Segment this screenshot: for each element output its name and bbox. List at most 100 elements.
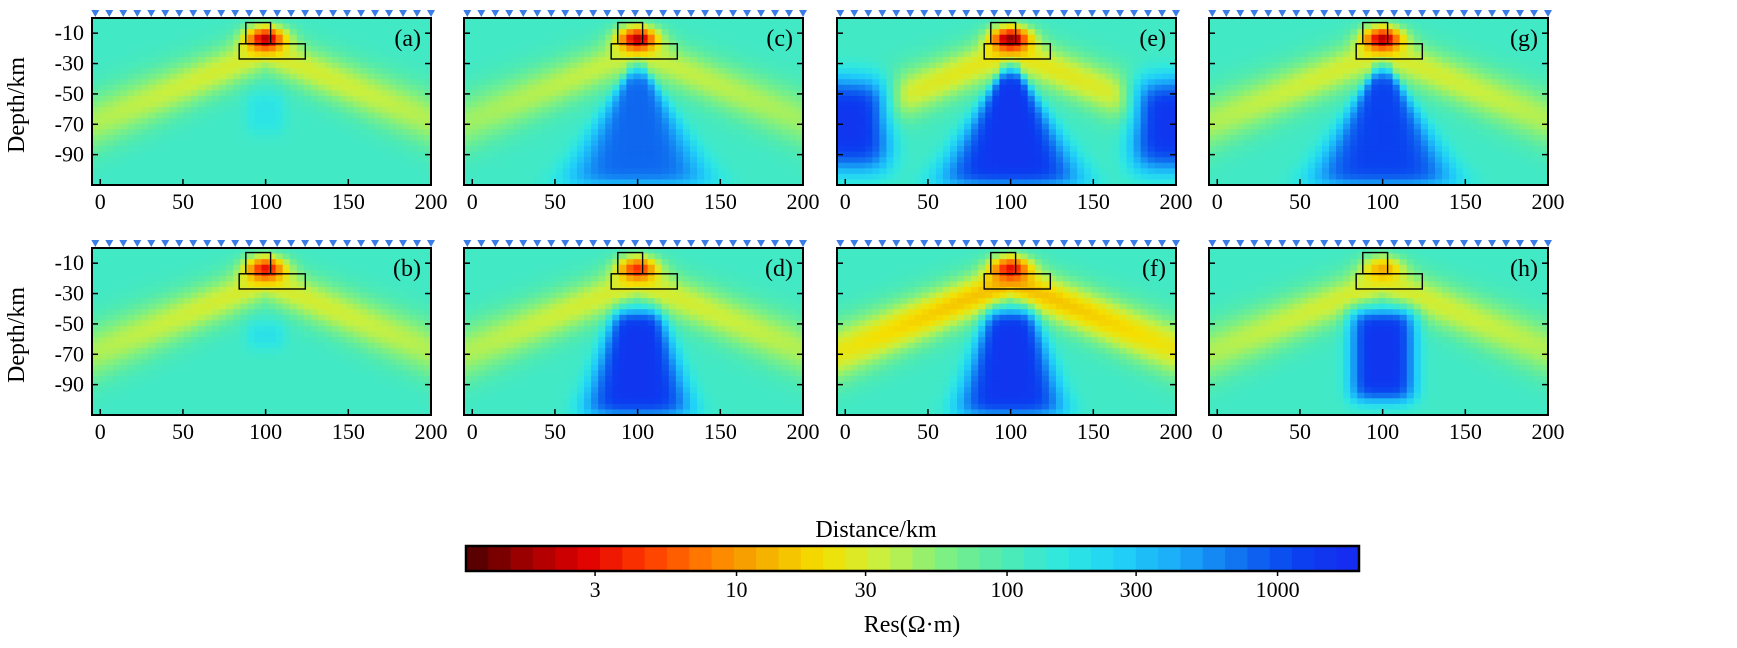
heatmap-cell xyxy=(261,34,270,41)
heatmap-cell xyxy=(513,342,522,349)
heatmap-cell xyxy=(134,325,143,333)
heatmap-cell xyxy=(760,146,769,153)
heatmap-cell xyxy=(506,286,515,294)
heatmap-cell xyxy=(492,248,500,255)
heatmap-cell xyxy=(92,34,100,41)
heatmap-cell xyxy=(141,398,150,405)
heatmap-cell xyxy=(92,107,100,114)
heatmap-cell xyxy=(360,34,369,41)
heatmap-cell xyxy=(388,348,397,355)
heatmap-cell xyxy=(332,292,340,299)
heatmap-cell xyxy=(190,387,199,394)
heatmap-cell xyxy=(381,173,390,181)
heatmap-cell xyxy=(318,359,326,366)
heatmap-cell xyxy=(541,101,550,108)
heatmap-cell xyxy=(520,398,529,405)
heatmap-cell xyxy=(360,118,369,125)
heatmap-cell xyxy=(190,364,199,372)
heatmap-cell xyxy=(325,84,333,91)
heatmap-cell xyxy=(148,325,157,333)
heatmap-cell xyxy=(423,376,431,383)
heatmap-cell xyxy=(704,157,712,164)
heatmap-cell xyxy=(169,34,178,41)
heatmap-cell xyxy=(219,123,227,130)
heatmap-cell xyxy=(127,162,135,169)
heatmap-cell xyxy=(92,281,100,288)
heatmap-cell xyxy=(332,281,340,288)
heatmap-cell xyxy=(155,292,164,299)
heatmap-cell xyxy=(485,90,493,97)
heatmap-cell xyxy=(162,62,171,69)
heatmap-cell xyxy=(690,112,698,119)
heatmap-cell xyxy=(310,29,319,36)
station-marker xyxy=(343,10,352,17)
panel-label: (a) xyxy=(394,26,421,52)
heatmap-cell xyxy=(282,168,291,175)
heatmap-cell xyxy=(254,23,263,30)
heatmap-cell xyxy=(409,56,418,64)
heatmap-cell xyxy=(205,342,213,349)
heatmap-cell xyxy=(520,168,529,175)
heatmap-cell xyxy=(478,409,486,415)
heatmap-cell xyxy=(781,162,790,169)
heatmap-cell xyxy=(520,18,529,25)
heatmap-cell xyxy=(310,140,319,147)
heatmap-cell xyxy=(555,392,564,399)
heatmap-cell xyxy=(296,325,305,333)
heatmap-cell xyxy=(781,118,790,125)
heatmap-cell xyxy=(513,281,522,288)
heatmap-cell xyxy=(233,84,241,91)
heatmap-cell xyxy=(176,95,185,103)
heatmap-cell xyxy=(541,409,550,415)
heatmap-cell xyxy=(626,173,635,181)
heatmap-cell xyxy=(555,409,564,415)
heatmap-cell xyxy=(197,90,206,97)
heatmap-cell xyxy=(499,79,507,86)
heatmap-cell xyxy=(598,45,606,52)
heatmap-cell xyxy=(106,79,114,86)
heatmap-cell xyxy=(113,331,121,338)
heatmap-cell xyxy=(395,40,404,47)
heatmap-cell xyxy=(106,314,114,321)
heatmap-cell xyxy=(296,298,305,305)
heatmap-cell xyxy=(485,157,493,164)
heatmap-cell xyxy=(303,314,312,321)
heatmap-cell xyxy=(520,353,529,360)
heatmap-cell xyxy=(127,331,135,338)
heatmap-cell xyxy=(381,107,390,114)
heatmap-cell xyxy=(577,162,585,169)
heatmap-cell xyxy=(569,118,578,125)
heatmap-cell xyxy=(534,398,543,405)
heatmap-cell xyxy=(183,29,192,36)
heatmap-cell xyxy=(513,298,522,305)
heatmap-cell xyxy=(176,79,185,86)
heatmap-cell xyxy=(240,370,248,377)
heatmap-cell xyxy=(339,179,347,185)
heatmap-cell xyxy=(527,259,536,266)
heatmap-cell xyxy=(704,45,712,52)
heatmap-cell xyxy=(275,376,284,383)
heatmap-cell xyxy=(261,151,270,158)
heatmap-cell xyxy=(275,298,284,305)
heatmap-cell xyxy=(367,264,376,271)
heatmap-cell xyxy=(612,168,620,175)
heatmap-cell xyxy=(169,303,178,310)
heatmap-cell xyxy=(485,68,493,75)
heatmap-cell xyxy=(605,95,613,103)
heatmap-cell xyxy=(374,309,383,316)
heatmap-cell xyxy=(233,118,241,125)
heatmap-cell xyxy=(388,134,397,142)
heatmap-cell xyxy=(254,337,263,344)
heatmap-cell xyxy=(155,173,164,181)
heatmap-cell xyxy=(346,370,354,377)
heatmap-cell xyxy=(767,123,776,130)
heatmap-cell xyxy=(562,146,571,153)
heatmap-cell xyxy=(162,118,171,125)
heatmap-cell xyxy=(675,23,684,30)
heatmap-cell xyxy=(577,157,585,164)
heatmap-cell xyxy=(318,264,326,271)
heatmap-cell xyxy=(339,392,347,399)
heatmap-cell xyxy=(471,151,479,158)
heatmap-cell xyxy=(520,90,529,97)
heatmap-cell xyxy=(106,403,114,411)
